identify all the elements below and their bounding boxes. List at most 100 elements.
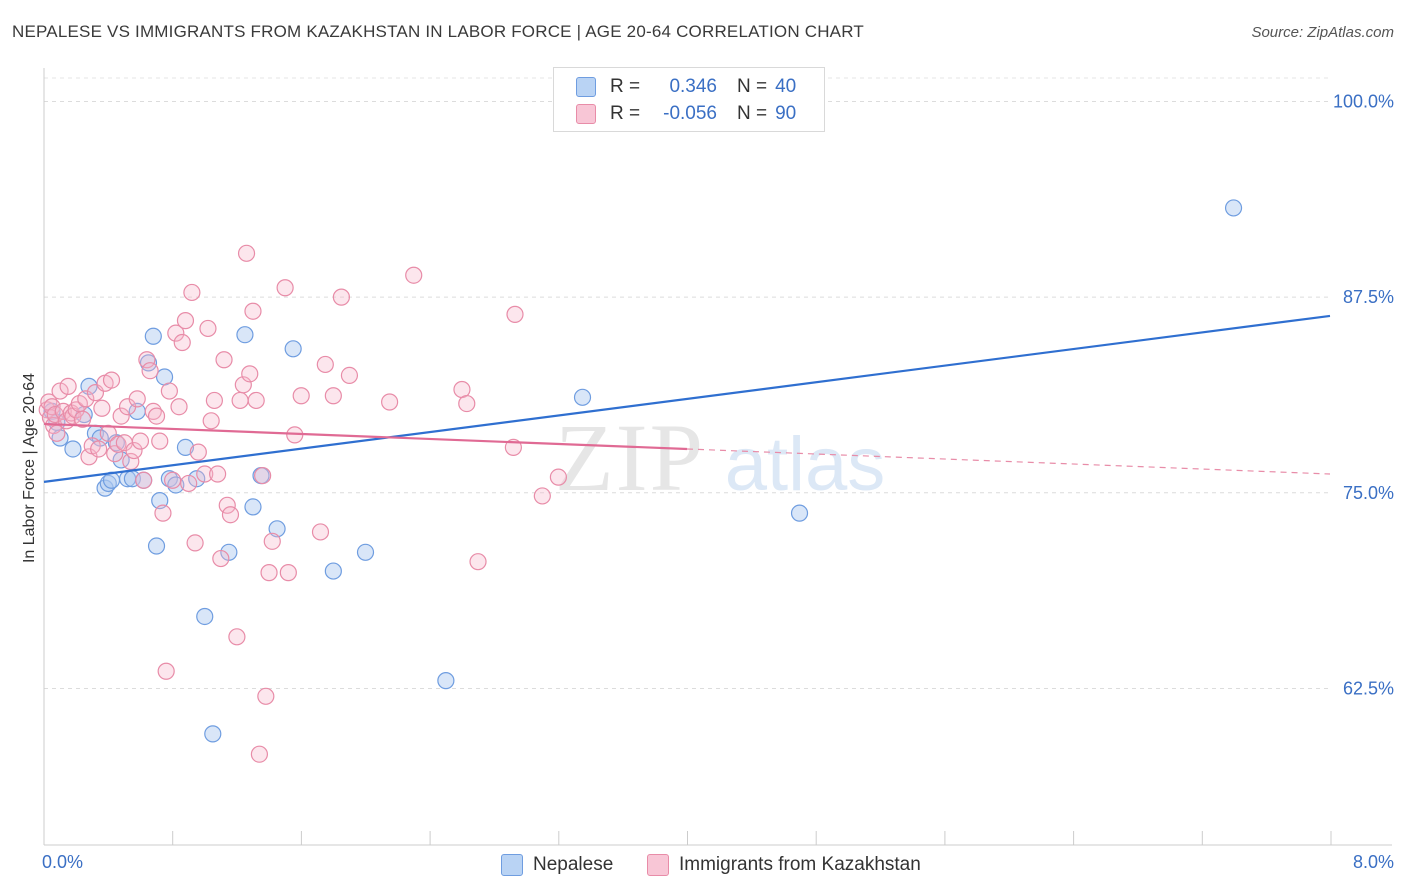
point-kazakhstan [257,687,275,705]
axes [43,68,1392,846]
point-kazakhstan [90,440,108,458]
point-kazakhstan [135,471,153,489]
n-label: N = [737,76,768,97]
watermark: ZIP atlas [555,404,885,511]
point-nepalese [244,498,262,516]
point-kazakhstan [231,391,249,410]
point-kazakhstan [102,371,121,389]
point-kazakhstan [189,443,207,461]
point-kazakhstan [212,549,230,568]
point-kazakhstan [112,407,130,425]
point-kazakhstan [209,465,227,483]
legend-row-nepalese: R = 0.346 N = 40 [576,74,796,100]
point-kazakhstan [99,424,117,442]
source-label: Source: ZipAtlas.com [1251,24,1394,41]
watermark-atlas: atlas [725,422,886,507]
x-tick-label-min: 0.0% [42,852,84,872]
point-nepalese [324,562,342,580]
correlation-legend: R = 0.346 N = 40 R = -0.056 N = 90 [553,67,825,132]
point-kazakhstan [147,407,166,425]
point-kazakhstan [316,355,334,374]
legend-label: Immigrants from Kazakhstan [679,854,921,875]
r-label: R = [610,76,641,97]
point-kazakhstan [205,391,223,410]
point-kazakhstan [381,393,399,411]
point-kazakhstan [51,382,69,400]
point-kazakhstan [77,390,95,408]
point-kazakhstan [154,504,172,522]
point-nepalese [236,326,254,344]
point-kazakhstan [109,435,127,453]
point-kazakhstan [131,432,150,450]
legend-swatch-blue [576,77,596,97]
r-value: 0.346 [669,76,717,97]
point-kazakhstan [244,302,262,320]
trend-line-nepalese [43,314,1331,483]
point-kazakhstan [311,523,330,541]
point-nepalese [356,543,375,561]
point-nepalese [99,474,117,493]
point-kazakhstan [221,506,240,524]
point-kazakhstan [141,362,159,380]
point-kazakhstan [469,553,487,571]
point-kazakhstan [506,305,524,323]
point-nepalese [204,725,222,743]
point-kazakhstan [549,468,568,486]
point-kazakhstan [263,532,281,550]
point-nepalese [188,470,206,488]
point-kazakhstan [199,319,217,338]
point-kazakhstan [59,377,77,395]
n-value: 90 [775,103,797,124]
point-kazakhstan [128,390,146,408]
x-tick-label-max: 8.0% [1352,852,1394,872]
y-tick-label: 75.0% [1343,483,1394,503]
watermark-zip: ZIP [555,404,705,511]
point-kazakhstan [279,564,297,582]
y-tick-label: 87.5% [1343,287,1394,307]
point-nepalese [1224,199,1243,217]
point-kazakhstan [160,382,178,400]
point-kazakhstan [533,487,551,505]
point-nepalese [64,440,82,458]
point-kazakhstan [247,391,265,410]
point-kazakhstan [202,412,220,430]
point-nepalese [196,607,214,626]
point-kazakhstan [332,288,350,306]
point-nepalese [144,327,162,345]
point-kazakhstan [215,351,233,369]
point-kazakhstan [260,564,278,582]
point-kazakhstan [151,432,169,450]
point-kazakhstan [122,452,140,471]
y-tick-label: 100.0% [1333,91,1394,111]
point-kazakhstan [144,402,162,421]
point-kazakhstan [138,351,156,369]
legend-swatch-pink [576,104,596,124]
point-kazakhstan [106,445,124,463]
point-kazakhstan [125,441,143,460]
point-kazakhstan [218,496,236,514]
n-value: 40 [775,76,797,97]
legend-item-nepalese: Nepalese [501,852,613,878]
point-kazakhstan [73,410,92,428]
r-label: R = [610,103,641,124]
point-nepalese [437,672,455,690]
point-nepalese [284,340,302,358]
point-nepalese [147,537,166,555]
point-kazakhstan [340,366,359,385]
point-nepalese [573,388,592,406]
point-kazakhstan [254,466,272,485]
point-kazakhstan [186,534,204,552]
y-tick-label: 62.5% [1343,678,1394,698]
point-kazakhstan [292,387,310,405]
point-kazakhstan [228,628,246,646]
point-kazakhstan [237,244,256,262]
series-nepalese [43,199,1243,743]
point-kazakhstan [276,279,294,297]
point-kazakhstan [234,376,252,394]
point-kazakhstan [183,283,201,302]
point-kazakhstan [250,745,269,763]
legend-label: Nepalese [533,854,614,875]
point-nepalese [176,438,195,457]
point-kazakhstan [167,324,185,342]
